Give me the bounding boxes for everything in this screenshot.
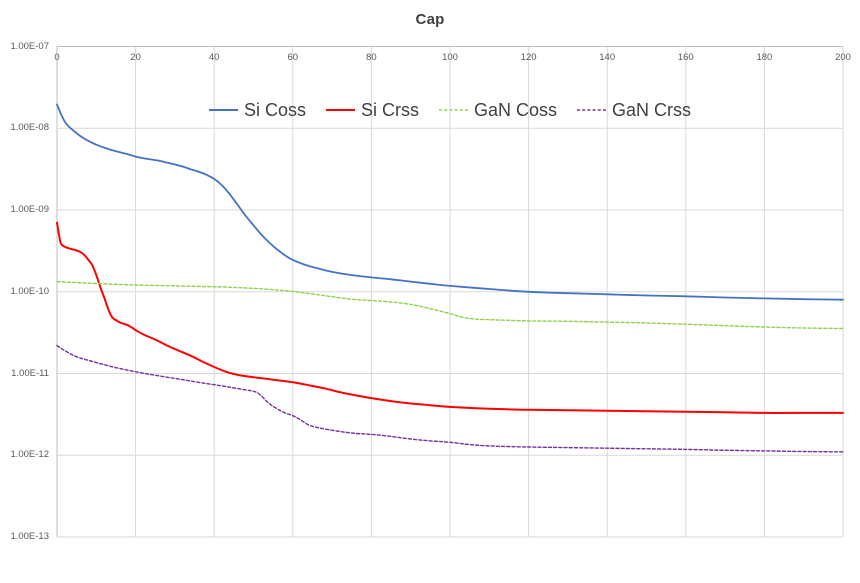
y-tick-label: 1.00E-07 — [10, 40, 49, 52]
legend-swatch-si-crss — [325, 109, 355, 111]
y-tick-label: 1.00E-10 — [10, 285, 49, 297]
x-tick-label: 140 — [599, 52, 616, 63]
x-tick-label: 20 — [130, 52, 141, 63]
legend: Si Coss Si Crss GaN Coss GaN Crss — [57, 97, 843, 123]
chart-title: Cap — [415, 11, 445, 28]
y-tick-label: 1.00E-09 — [10, 204, 49, 215]
legend-item-si-crss: Si Crss — [325, 99, 419, 121]
x-tick-label: 100 — [442, 52, 458, 63]
series-line-si-coss — [56, 103, 844, 301]
series-line-gan-coss — [56, 280, 844, 330]
x-tick-label: 160 — [677, 52, 694, 63]
legend-label-si-crss: Si Crss — [360, 99, 419, 120]
x-tick-label: 120 — [520, 52, 537, 63]
legend-item-gan-crss: GaN Crss — [577, 100, 691, 121]
legend-item-si-coss: Si Coss — [208, 99, 306, 121]
legend-swatch-gan-crss — [577, 109, 607, 111]
y-tick-label: 1.00E-13 — [10, 531, 49, 542]
x-tick-label: 180 — [756, 52, 773, 63]
y-tick-label: 1.00E-11 — [11, 367, 49, 379]
y-tick-label: 1.00E-08 — [10, 122, 49, 134]
x-tick-label: 60 — [287, 52, 299, 63]
x-tick-label: 40 — [208, 52, 220, 63]
legend-label-gan-crss: GaN Crss — [612, 99, 692, 120]
x-tick-label: 200 — [835, 52, 851, 63]
series-line-gan-crss — [56, 344, 844, 453]
y-tick-label: 1.00E-12 — [10, 449, 49, 461]
x-tick-label: 80 — [366, 52, 377, 63]
legend-label-si-coss: Si Coss — [243, 99, 306, 120]
legend-swatch-gan-coss — [438, 109, 468, 111]
x-tick-label: 0 — [54, 52, 60, 63]
legend-swatch-si-coss — [208, 109, 238, 111]
legend-item-gan-coss: GaN Coss — [438, 99, 558, 121]
series-line-si-crss — [56, 221, 844, 414]
legend-label-gan-coss: GaN Coss — [473, 99, 558, 120]
